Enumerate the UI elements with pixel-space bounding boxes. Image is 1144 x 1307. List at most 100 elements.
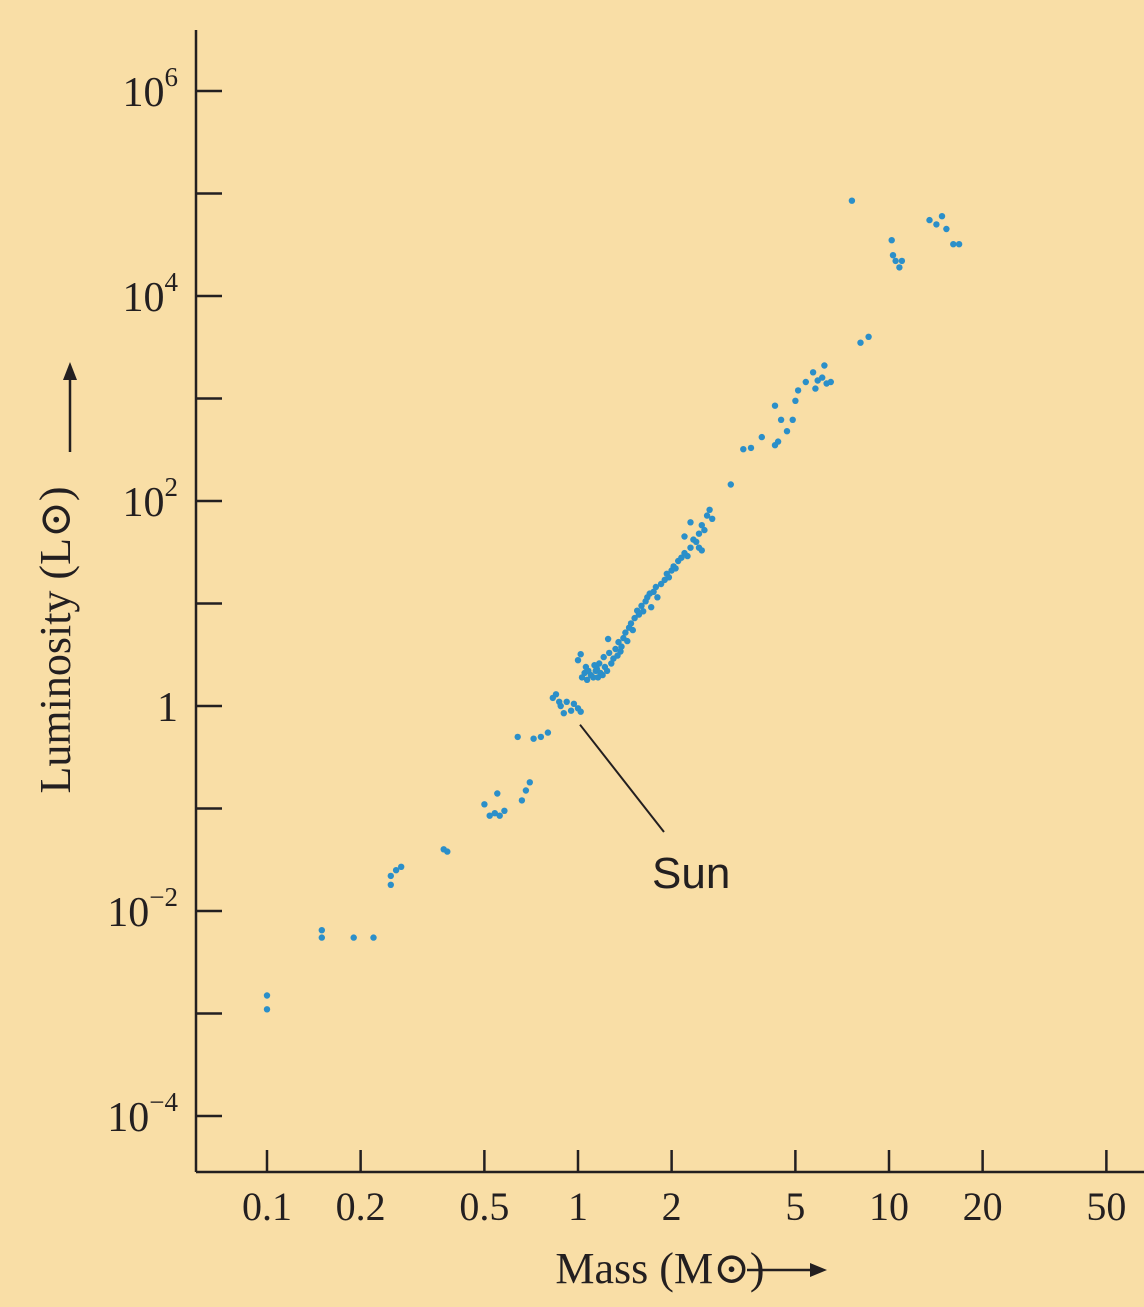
data-point bbox=[926, 216, 933, 224]
data-point bbox=[896, 264, 903, 271]
data-point bbox=[809, 369, 817, 376]
y-tick-label: 106 bbox=[123, 62, 179, 116]
data-point bbox=[950, 241, 957, 248]
data-point bbox=[263, 1006, 271, 1013]
data-point bbox=[789, 416, 796, 423]
data-point bbox=[560, 710, 567, 717]
data-point bbox=[652, 583, 660, 591]
x-tick-label: 0.1 bbox=[242, 1184, 292, 1229]
data-point bbox=[857, 339, 864, 346]
data-point bbox=[600, 653, 607, 661]
data-point bbox=[491, 810, 498, 817]
data-point bbox=[556, 698, 563, 705]
y-tick-base: 10 bbox=[123, 275, 165, 321]
data-point bbox=[687, 519, 694, 526]
data-point bbox=[514, 733, 521, 741]
data-point bbox=[740, 446, 747, 453]
data-point bbox=[955, 241, 963, 248]
x-tick-label: 0.2 bbox=[336, 1184, 386, 1229]
data-point bbox=[624, 637, 631, 645]
data-point bbox=[638, 602, 645, 609]
data-point bbox=[657, 580, 665, 588]
data-point bbox=[570, 700, 578, 707]
data-point bbox=[827, 378, 834, 386]
data-point bbox=[606, 649, 613, 657]
data-point bbox=[687, 544, 694, 551]
data-point bbox=[698, 547, 705, 554]
data-point bbox=[821, 362, 828, 369]
data-point bbox=[701, 526, 708, 534]
data-point bbox=[563, 698, 570, 705]
data-point bbox=[518, 797, 526, 804]
axes bbox=[194, 30, 1144, 1174]
x-ticks: 0.1 0.2 0.5 1 2 5 10 20 50 bbox=[242, 1150, 1126, 1229]
x-axis-title: Mass (M⊙) bbox=[555, 1244, 764, 1293]
data-point bbox=[622, 629, 629, 636]
data-point bbox=[758, 433, 765, 441]
data-point bbox=[392, 867, 400, 874]
sun-label: Sun bbox=[652, 849, 730, 898]
data-point bbox=[933, 221, 940, 228]
data-point bbox=[783, 428, 791, 435]
y-tick-label: 1 bbox=[157, 685, 178, 731]
data-point bbox=[552, 691, 560, 698]
data-point bbox=[318, 927, 325, 934]
y-tick-label: 104 bbox=[123, 267, 179, 321]
data-point bbox=[608, 660, 615, 667]
data-point bbox=[892, 257, 899, 265]
data-point bbox=[604, 635, 612, 643]
data-point bbox=[706, 506, 713, 513]
data-point bbox=[387, 881, 394, 888]
data-point bbox=[387, 872, 394, 880]
data-point bbox=[631, 614, 638, 622]
data-point bbox=[522, 787, 530, 794]
data-point bbox=[794, 387, 802, 394]
data-point bbox=[618, 643, 625, 650]
y-axis-arrow bbox=[63, 362, 77, 452]
data-points bbox=[263, 197, 963, 1013]
data-point bbox=[530, 735, 537, 742]
y-tick-label: 102 bbox=[123, 472, 179, 526]
data-point bbox=[812, 385, 819, 392]
data-point bbox=[629, 626, 636, 634]
data-point bbox=[727, 481, 734, 488]
data-point bbox=[617, 648, 624, 655]
data-point bbox=[938, 213, 946, 220]
y-tick-base: 10 bbox=[123, 480, 165, 526]
data-point bbox=[583, 676, 591, 683]
data-point bbox=[650, 588, 657, 595]
data-point bbox=[350, 934, 357, 941]
data-point bbox=[693, 538, 700, 545]
data-point bbox=[888, 237, 895, 244]
data-point bbox=[577, 708, 584, 715]
data-point bbox=[709, 515, 716, 522]
data-point bbox=[654, 594, 661, 601]
data-point bbox=[672, 565, 679, 572]
data-point bbox=[481, 801, 488, 808]
data-point bbox=[599, 671, 606, 679]
data-point bbox=[596, 660, 603, 667]
x-tick-label: 5 bbox=[785, 1184, 805, 1229]
x-tick-label: 50 bbox=[1086, 1184, 1126, 1229]
data-point bbox=[802, 378, 809, 386]
x-tick-label: 10 bbox=[869, 1184, 909, 1229]
data-point bbox=[703, 512, 711, 519]
x-tick-label: 0.5 bbox=[459, 1184, 509, 1229]
y-tick-label: 10−4 bbox=[107, 1087, 178, 1141]
data-point bbox=[263, 992, 271, 999]
data-point bbox=[819, 374, 826, 381]
data-point bbox=[537, 733, 545, 741]
data-point bbox=[567, 707, 575, 714]
data-point bbox=[848, 197, 856, 204]
y-tick-base: 10 bbox=[107, 890, 149, 936]
data-point bbox=[771, 442, 779, 449]
data-point bbox=[501, 807, 508, 814]
data-point bbox=[398, 863, 405, 870]
data-point bbox=[681, 533, 688, 540]
data-point bbox=[648, 604, 655, 611]
data-point bbox=[486, 812, 493, 819]
data-point bbox=[615, 638, 622, 646]
data-point bbox=[943, 225, 950, 233]
x-tick-label: 1 bbox=[568, 1184, 588, 1229]
data-point bbox=[665, 574, 673, 581]
